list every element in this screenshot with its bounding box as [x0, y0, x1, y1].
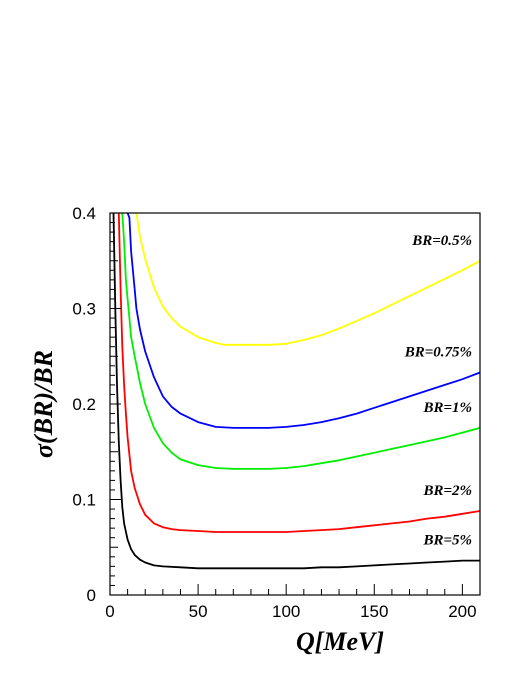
- x-tick-label: 0: [105, 602, 114, 621]
- series-line-4: [112, 213, 480, 570]
- y-axis-label: σ(BR)/BR: [29, 350, 58, 458]
- series-labels: BR=0.5% BR=0.75% BR=1% BR=2% BR=5%: [404, 233, 472, 549]
- series-line-0: [135, 213, 480, 346]
- y-tick-label: 0.2: [72, 395, 96, 414]
- y-tick-label: 0: [87, 586, 96, 605]
- plot-area: 0 50 100 150 200 0 0.1 0.2 0.3 0.4 BR=0.5% BR=0.7…: [72, 204, 481, 621]
- x-tick-label: 50: [189, 602, 208, 621]
- x-axis-label: Q[MeV]: [296, 627, 384, 656]
- series-label-3: BR=2%: [422, 483, 472, 499]
- y-tick-label: 0.3: [72, 300, 96, 319]
- series-label-0: BR=0.5%: [411, 233, 472, 249]
- y-tick-label: 0.1: [72, 491, 96, 510]
- x-tick-label: 200: [448, 602, 476, 621]
- series-label-1: BR=0.75%: [404, 344, 472, 360]
- x-tick-label: 100: [272, 602, 300, 621]
- series-label-4: BR=5%: [422, 533, 472, 549]
- series-line-2: [121, 213, 480, 470]
- y-axis-ticks: 0 0.1 0.2 0.3 0.4: [72, 204, 121, 605]
- series-line-1: [126, 213, 480, 429]
- x-tick-label: 150: [360, 602, 388, 621]
- x-axis-ticks: 0 50 100 150 200: [105, 584, 481, 621]
- series-line-3: [117, 213, 480, 533]
- y-tick-label: 0.4: [72, 204, 96, 223]
- series-layer: [112, 213, 480, 570]
- series-label-2: BR=1%: [422, 400, 472, 416]
